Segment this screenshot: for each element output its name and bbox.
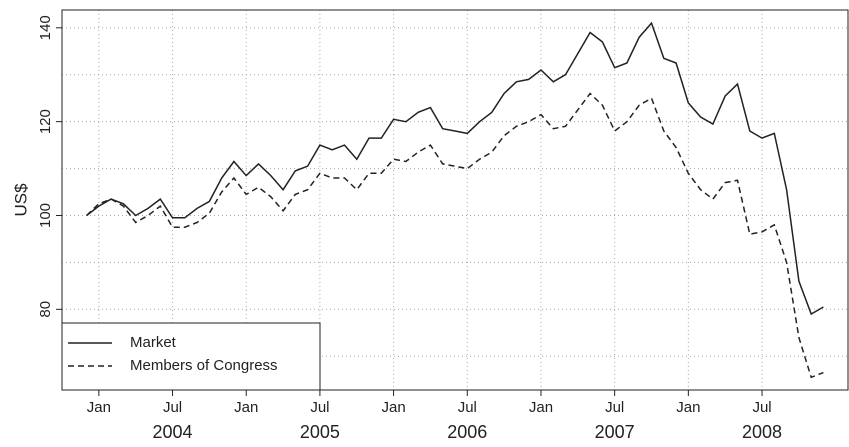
x-tick-label: Jul <box>458 399 477 416</box>
legend-box <box>61 322 321 391</box>
y-axis-label: US$ <box>11 183 30 217</box>
x-tick-label: Jan <box>87 399 111 416</box>
plot-frame <box>61 9 849 391</box>
x-tick-label: Jan <box>529 399 553 416</box>
x-tick-label: Jul <box>310 399 329 416</box>
x-tick-label: Jul <box>163 399 182 416</box>
y-tick-label: 140 <box>37 15 54 40</box>
legend-label: Members of Congress <box>130 357 278 374</box>
x-tick-label: Jan <box>382 399 406 416</box>
x-tick-label: Jan <box>676 399 700 416</box>
legend-label: Market <box>130 334 177 351</box>
x-tick-label: Jul <box>605 399 624 416</box>
year-label: 2006 <box>447 422 487 442</box>
year-label: 2005 <box>300 422 340 442</box>
year-label: 2008 <box>742 422 782 442</box>
series-line <box>86 92 824 379</box>
y-tick-label: 120 <box>37 109 54 134</box>
x-tick-label: Jan <box>234 399 258 416</box>
series-line <box>86 21 824 316</box>
y-tick-label: 80 <box>37 301 54 318</box>
y-tick-label: 100 <box>37 203 54 228</box>
year-label: 2007 <box>595 422 635 442</box>
year-label: 2004 <box>153 422 193 442</box>
x-tick-label: Jul <box>752 399 771 416</box>
